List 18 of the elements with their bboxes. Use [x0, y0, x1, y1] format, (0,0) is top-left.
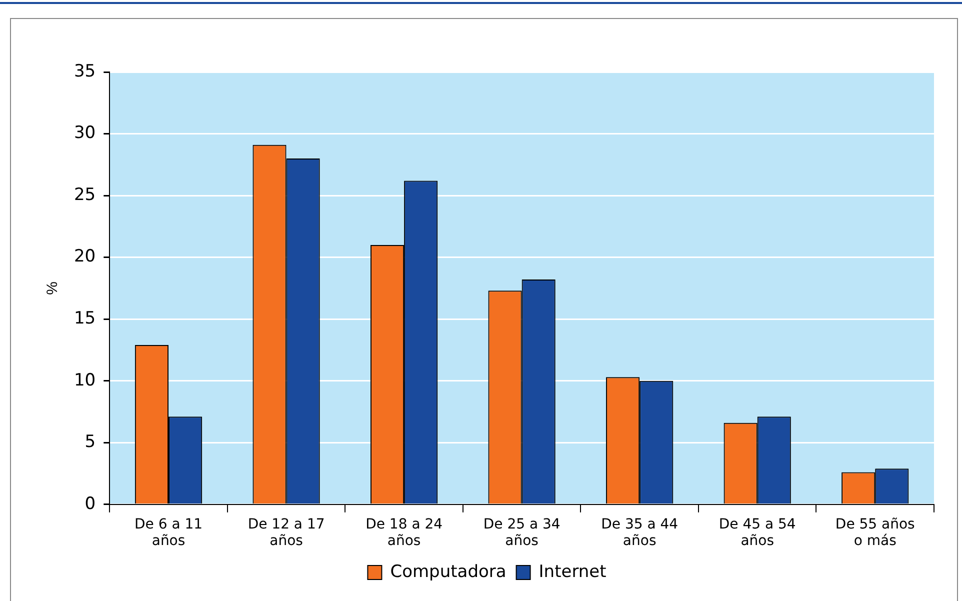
x-tick-label: De 6 a 11 años: [134, 516, 203, 550]
x-tick-label: De 35 a 44 años: [601, 516, 678, 550]
y-tick-label: 10: [74, 370, 96, 390]
legend-label: Internet: [538, 562, 607, 582]
legend-label: Computadora: [390, 562, 506, 582]
x-tick-label: De 25 a 34 años: [483, 516, 560, 550]
x-tick-label: De 18 a 24 años: [366, 516, 443, 550]
y-axis-title: %: [44, 282, 62, 295]
y-tick-label: 20: [74, 246, 96, 267]
y-tick-label: 15: [74, 308, 96, 329]
y-tick-label: 25: [74, 184, 96, 205]
x-tick-label: De 55 años o más: [835, 516, 915, 550]
y-tick-label: 0: [84, 494, 96, 514]
y-tick-label: 35: [74, 61, 96, 82]
y-tick-label: 5: [84, 432, 96, 452]
x-tick-label: De 45 a 54 años: [718, 516, 796, 550]
y-tick-label: 30: [74, 123, 96, 144]
x-tick-label: De 12 a 17 años: [248, 516, 325, 550]
